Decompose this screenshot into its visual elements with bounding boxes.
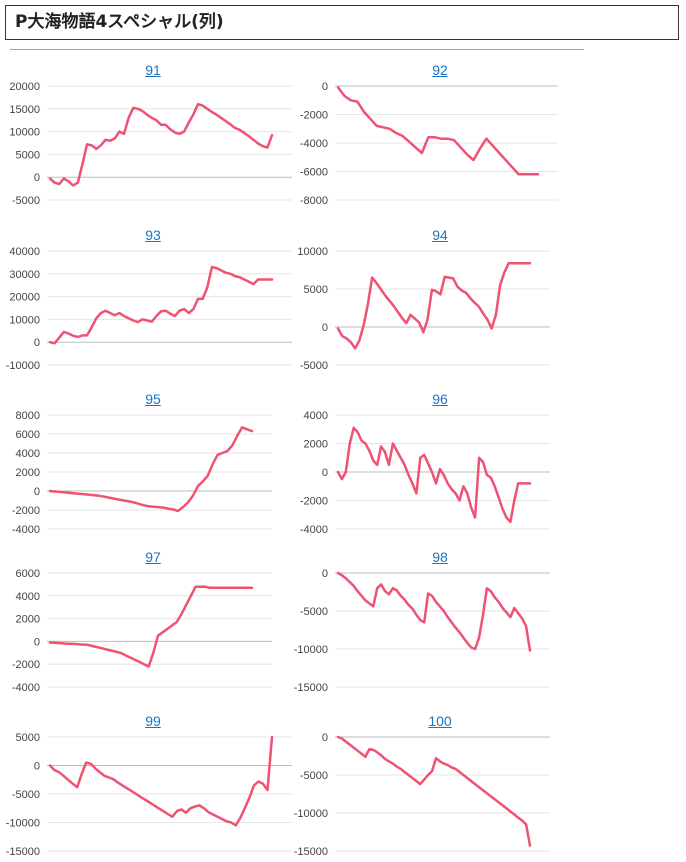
y-tick-label: 20000 <box>9 292 40 304</box>
y-tick-label: -4000 <box>12 524 40 536</box>
y-tick-label: 0 <box>34 486 40 498</box>
series-line <box>48 426 254 513</box>
y-tick-label: -10000 <box>294 808 328 820</box>
y-tick-label: 2000 <box>304 439 328 451</box>
y-tick-label: 4000 <box>16 448 40 460</box>
series-line <box>336 426 532 524</box>
y-tick-label: 0 <box>322 467 328 479</box>
y-tick-label: -10000 <box>294 644 328 656</box>
y-tick-label: 5000 <box>16 732 40 744</box>
y-tick-label: 6000 <box>16 568 40 580</box>
y-tick-label: -5000 <box>300 606 328 618</box>
y-tick-label: 6000 <box>16 429 40 441</box>
y-tick-label: 10000 <box>9 127 40 139</box>
y-tick-label: 30000 <box>9 269 40 281</box>
chart-title-link[interactable]: 93 <box>145 227 161 243</box>
chart-title-link[interactable]: 99 <box>145 713 161 729</box>
page-header: P大海物語4スペシャル(列) <box>5 5 679 40</box>
y-tick-label: -15000 <box>294 846 328 858</box>
y-tick-label: 0 <box>34 337 40 349</box>
series-line <box>336 735 532 847</box>
y-tick-label: -4000 <box>300 524 328 536</box>
series-line <box>336 86 540 176</box>
y-tick-label: 10000 <box>9 314 40 326</box>
header-divider <box>10 49 584 50</box>
y-tick-label: 5000 <box>16 149 40 161</box>
y-tick-label: -15000 <box>294 682 328 694</box>
y-tick-label: 10000 <box>297 246 328 258</box>
y-tick-label: -2000 <box>12 505 40 517</box>
y-tick-label: -4000 <box>12 682 40 694</box>
chart-title-link[interactable]: 98 <box>432 549 448 565</box>
y-tick-label: 5000 <box>304 284 328 296</box>
y-tick-label: -2000 <box>300 496 328 508</box>
y-tick-label: -4000 <box>300 138 328 150</box>
y-tick-label: 0 <box>322 732 328 744</box>
y-tick-label: 4000 <box>16 591 40 603</box>
y-tick-label: 0 <box>322 81 328 93</box>
y-tick-label: 20000 <box>9 81 40 93</box>
series-line <box>48 735 274 827</box>
y-tick-label: -6000 <box>300 167 328 179</box>
series-line <box>336 261 532 350</box>
series-line <box>48 585 254 668</box>
y-tick-label: 4000 <box>304 410 328 422</box>
y-tick-label: 0 <box>34 636 40 648</box>
y-tick-label: -10000 <box>6 818 40 830</box>
chart-title-link[interactable]: 91 <box>145 62 161 78</box>
y-tick-label: -5000 <box>12 195 40 207</box>
y-tick-label: -15000 <box>6 846 40 858</box>
series-line <box>48 102 274 187</box>
y-tick-label: 8000 <box>16 410 40 422</box>
chart-title-link[interactable]: 92 <box>432 62 448 78</box>
y-tick-label: 40000 <box>9 246 40 258</box>
chart-title-link[interactable]: 95 <box>145 391 161 407</box>
y-tick-label: 15000 <box>9 104 40 116</box>
y-tick-label: 2000 <box>16 614 40 626</box>
chart-title-link[interactable]: 100 <box>428 713 452 729</box>
series-line <box>48 265 274 345</box>
y-tick-label: 2000 <box>16 467 40 479</box>
y-tick-label: -5000 <box>12 789 40 801</box>
y-tick-label: 0 <box>34 761 40 773</box>
y-tick-label: -2000 <box>12 659 40 671</box>
y-tick-label: 0 <box>322 322 328 334</box>
y-tick-label: -10000 <box>6 360 40 372</box>
chart-title-link[interactable]: 94 <box>432 227 448 243</box>
y-tick-label: 0 <box>322 568 328 580</box>
series-line <box>336 571 532 652</box>
y-tick-label: -5000 <box>300 360 328 372</box>
y-tick-label: -2000 <box>300 110 328 122</box>
y-tick-label: -8000 <box>300 195 328 207</box>
chart-title-link[interactable]: 97 <box>145 549 161 565</box>
y-tick-label: 0 <box>34 172 40 184</box>
chart-title-link[interactable]: 96 <box>432 391 448 407</box>
page-title: P大海物語4スペシャル(列) <box>15 12 224 32</box>
y-tick-label: -5000 <box>300 770 328 782</box>
